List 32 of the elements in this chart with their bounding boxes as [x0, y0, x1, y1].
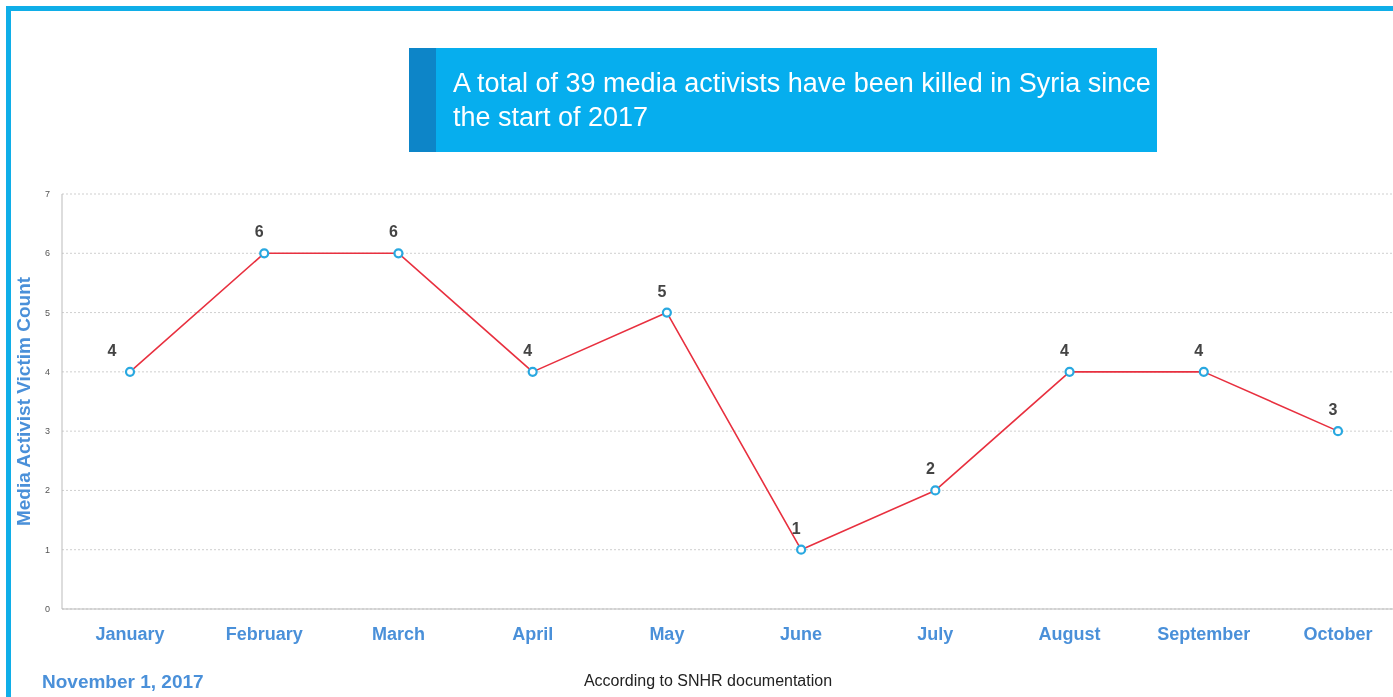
- data-label: 4: [1194, 341, 1204, 359]
- data-label: 2: [925, 460, 935, 478]
- y-tick-label: 6: [44, 248, 50, 259]
- text: November 1, 2017: [42, 671, 204, 692]
- x-tick-label: April: [512, 624, 554, 644]
- x-tick-label: March: [371, 624, 425, 644]
- data-label: 4: [523, 341, 533, 359]
- x-tick-label: February: [225, 624, 303, 644]
- x-tick-label: January: [95, 624, 165, 644]
- y-tick-label: 5: [44, 307, 50, 318]
- text: According to SNHR documentation: [583, 672, 833, 689]
- data-label: 6: [254, 223, 264, 241]
- x-tick-label: May: [649, 624, 685, 644]
- y-tick-label: 4: [44, 366, 50, 377]
- y-axis-title: Media Activist Victim Count: [13, 276, 34, 527]
- data-label: 4: [1060, 341, 1070, 359]
- chart-title: A total of 39 media activists have been killed in Syria since the start of 2017: [453, 68, 1151, 132]
- data-label: 4: [107, 341, 117, 359]
- y-tick-label: 7: [44, 189, 50, 199]
- data-label: 6: [388, 223, 398, 241]
- x-tick-label: June: [780, 624, 823, 644]
- data-label: 5: [657, 282, 667, 300]
- y-tick-label: 1: [44, 544, 50, 555]
- data-label: 1: [791, 519, 801, 537]
- y-tick-label: 2: [44, 485, 50, 496]
- y-tick-label: 3: [44, 426, 50, 437]
- data-label: 3: [1328, 401, 1338, 419]
- x-tick-label: October: [1303, 624, 1373, 644]
- x-tick-label: September: [1157, 624, 1251, 644]
- x-tick-label: July: [917, 624, 954, 644]
- x-tick-label: August: [1038, 624, 1101, 644]
- y-tick-label: 0: [44, 604, 50, 614]
